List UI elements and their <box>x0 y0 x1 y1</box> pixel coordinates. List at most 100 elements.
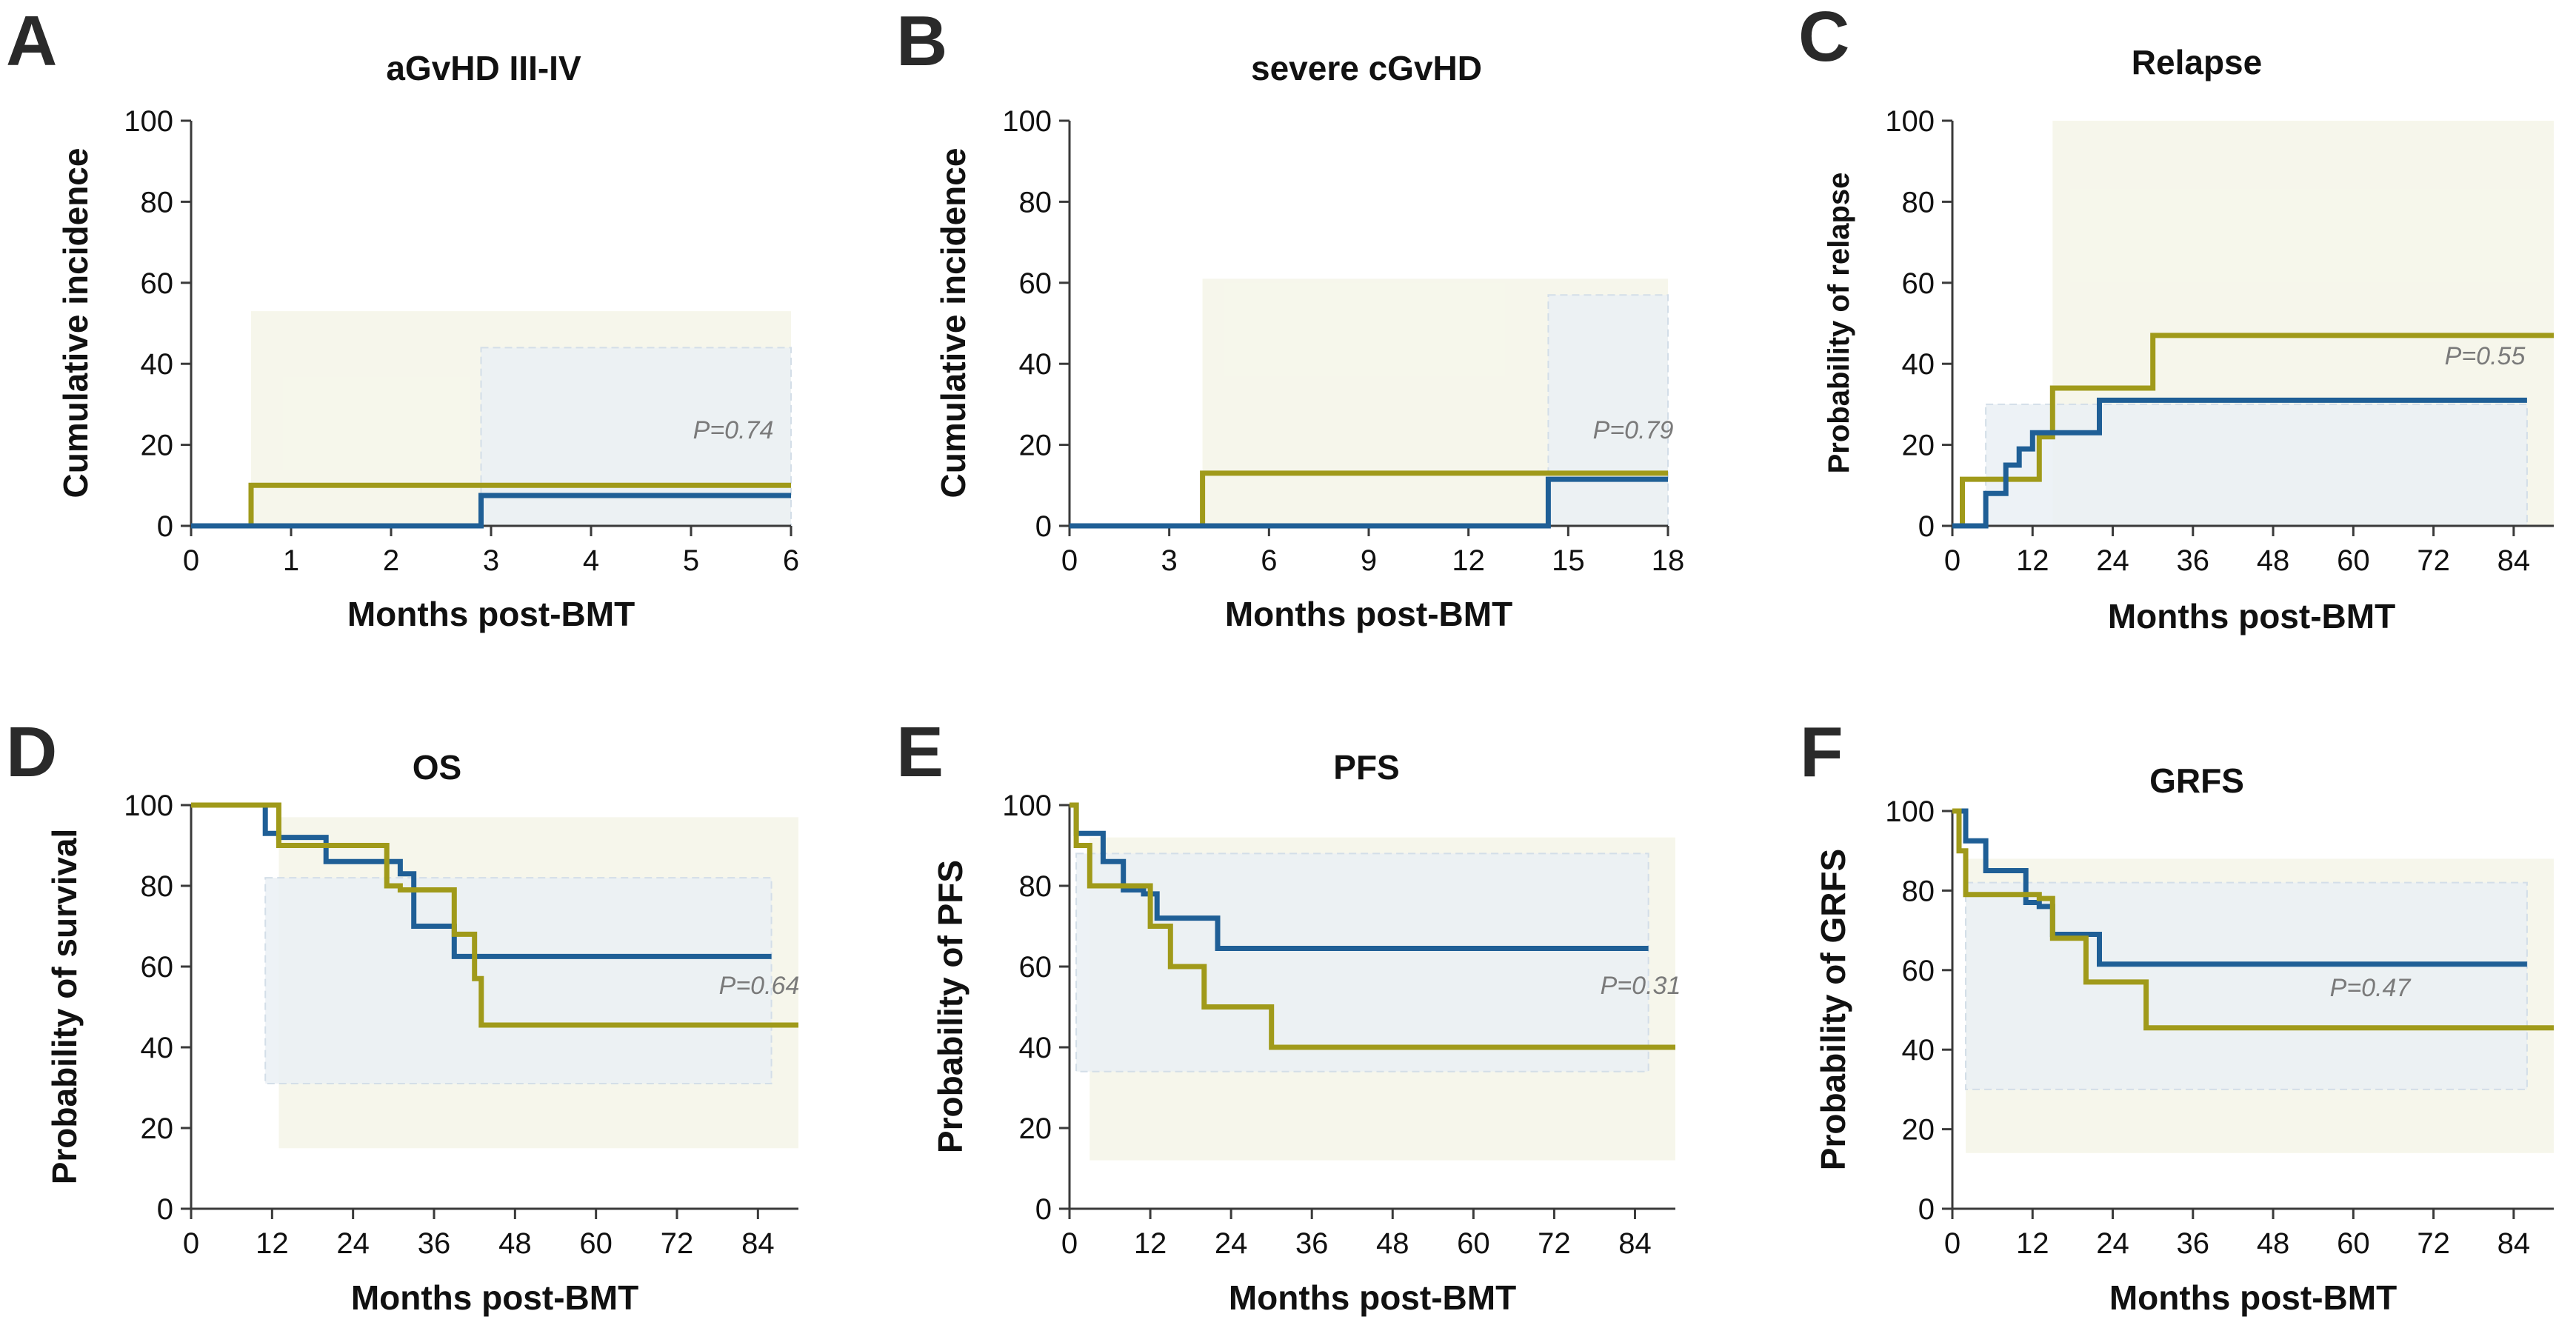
x-tick-label: 84 <box>2497 544 2531 577</box>
y-tick-label: 100 <box>1002 105 1052 138</box>
y-tick-label: 40 <box>141 1032 174 1064</box>
y-tick-label: 100 <box>1885 795 1935 828</box>
panel-letter: A <box>6 1 57 81</box>
y-tick-label: 20 <box>1019 1112 1052 1145</box>
y-tick-label: 80 <box>1902 875 1935 907</box>
panel-letter: D <box>6 713 57 792</box>
panel-title: severe cGvHD <box>1251 49 1482 87</box>
panel-b: 0 20 40 60 80 100 0 3 6 9 12 15 18 B severe cGvHD Cumul… <box>896 1 1684 633</box>
x-tick-label: 5 <box>683 544 699 577</box>
y-tick-label: 20 <box>141 1112 174 1145</box>
x-tick-label: 12 <box>2016 1227 2049 1260</box>
x-tick-label: 1 <box>283 544 299 577</box>
x-tick-label: 48 <box>2257 544 2290 577</box>
y-tick-label: 40 <box>1019 348 1052 381</box>
series-line-blue <box>1070 476 1668 529</box>
x-tick-label: 60 <box>579 1227 613 1260</box>
p-value-annotation: P=0.47 <box>2330 974 2412 1002</box>
y-tick-label: 20 <box>1902 1114 1935 1147</box>
x-axis-label: Months post-BMT <box>1225 595 1512 633</box>
y-axis-label: Cumulative incidence <box>56 148 95 498</box>
panel-title: Relapse <box>2132 43 2262 81</box>
panel-d: 0 20 40 60 80 100 0 12 24 36 48 60 72 84 D OS Probabilit… <box>6 713 799 1317</box>
x-tick-label: 48 <box>498 1227 532 1260</box>
series-line-olive <box>191 802 798 1028</box>
x-tick-label: 12 <box>1134 1227 1167 1260</box>
panel-f: 0 20 40 60 80 100 0 12 24 36 48 60 72 84 F GRFS Probabil… <box>1800 713 2554 1317</box>
panel-letter: F <box>1800 713 1843 792</box>
x-tick-label: 0 <box>1061 544 1078 577</box>
y-tick-label: 0 <box>1918 1193 1935 1226</box>
x-tick-label: 36 <box>1295 1227 1329 1260</box>
x-tick-label: 84 <box>741 1227 775 1260</box>
x-tick-label: 15 <box>1552 544 1585 577</box>
y-tick-label: 80 <box>141 870 174 903</box>
panel-letter: C <box>1798 0 1849 76</box>
x-tick-label: 36 <box>2177 544 2210 577</box>
x-axis-label: Months post-BMT <box>2108 597 2395 635</box>
y-tick-label: 100 <box>1002 790 1052 822</box>
y-tick-label: 100 <box>1885 105 1935 138</box>
y-tick-label: 20 <box>1019 430 1052 462</box>
series-line-blue <box>1952 808 2527 967</box>
x-tick-label: 9 <box>1361 544 1377 577</box>
y-axis-label: Probability of PFS <box>931 860 970 1153</box>
y-tick-label: 0 <box>157 510 173 543</box>
y-tick-label: 80 <box>1902 186 1935 218</box>
panel-title: PFS <box>1333 748 1399 787</box>
x-tick-label: 0 <box>183 1227 199 1260</box>
confidence-band-blue <box>1985 403 2528 527</box>
series-line-olive <box>1952 808 2554 1031</box>
x-tick-label: 84 <box>2497 1227 2531 1260</box>
x-tick-label: 24 <box>1215 1227 1248 1260</box>
panel-letter: E <box>896 713 944 792</box>
y-tick-label: 60 <box>141 951 174 984</box>
p-value-annotation: P=0.55 <box>2445 342 2526 370</box>
p-value-annotation: P=0.31 <box>1601 972 1681 1000</box>
y-tick-label: 60 <box>1902 955 1935 987</box>
x-tick-label: 72 <box>2417 544 2450 577</box>
x-tick-label: 24 <box>2096 1227 2129 1260</box>
y-tick-label: 20 <box>141 430 174 462</box>
y-tick-label: 80 <box>1019 186 1052 218</box>
x-axis-label: Months post-BMT <box>351 1278 638 1317</box>
y-tick-label: 0 <box>157 1193 173 1226</box>
y-axis-label: Cumulative incidence <box>934 148 972 498</box>
series-line-blue <box>1070 802 1649 951</box>
y-tick-label: 60 <box>1019 951 1052 984</box>
x-tick-label: 0 <box>183 544 199 577</box>
x-tick-label: 12 <box>256 1227 289 1260</box>
x-tick-label: 0 <box>1061 1227 1078 1260</box>
y-tick-label: 20 <box>1902 430 1935 462</box>
series-line-olive <box>1952 333 2554 529</box>
x-tick-label: 0 <box>1944 1227 1961 1260</box>
x-tick-label: 3 <box>1161 544 1178 577</box>
y-tick-label: 80 <box>1019 870 1052 903</box>
x-tick-label: 2 <box>383 544 399 577</box>
panel-title: aGvHD III-IV <box>386 49 581 87</box>
x-tick-label: 4 <box>583 544 599 577</box>
y-tick-label: 40 <box>1902 348 1935 381</box>
x-tick-label: 36 <box>2177 1227 2210 1260</box>
series-line-blue <box>1952 397 2527 529</box>
panel-title: GRFS <box>2149 761 2244 800</box>
y-tick-label: 80 <box>141 186 174 218</box>
x-tick-label: 24 <box>336 1227 370 1260</box>
x-tick-label: 72 <box>2417 1227 2450 1260</box>
panel-e: 0 20 40 60 80 100 0 12 24 36 48 60 72 84 E PFS Probabili… <box>896 713 1681 1317</box>
y-tick-label: 60 <box>1902 267 1935 300</box>
x-tick-label: 48 <box>2257 1227 2290 1260</box>
panel-a: 0 20 40 60 80 100 0 1 2 3 4 5 6 A aGvHD III-IV Cumulati… <box>6 1 799 633</box>
y-tick-label: 100 <box>124 790 173 822</box>
p-value-annotation: P=0.79 <box>1593 416 1674 444</box>
x-tick-label: 60 <box>2337 1227 2370 1260</box>
y-tick-label: 60 <box>1019 267 1052 300</box>
y-tick-label: 0 <box>1035 1193 1052 1226</box>
y-tick-label: 60 <box>141 267 174 300</box>
y-tick-label: 0 <box>1035 510 1052 543</box>
x-axis-label: Months post-BMT <box>347 595 635 633</box>
series-line-olive <box>1070 802 1675 1050</box>
x-tick-label: 6 <box>1261 544 1277 577</box>
y-tick-label: 40 <box>141 348 174 381</box>
